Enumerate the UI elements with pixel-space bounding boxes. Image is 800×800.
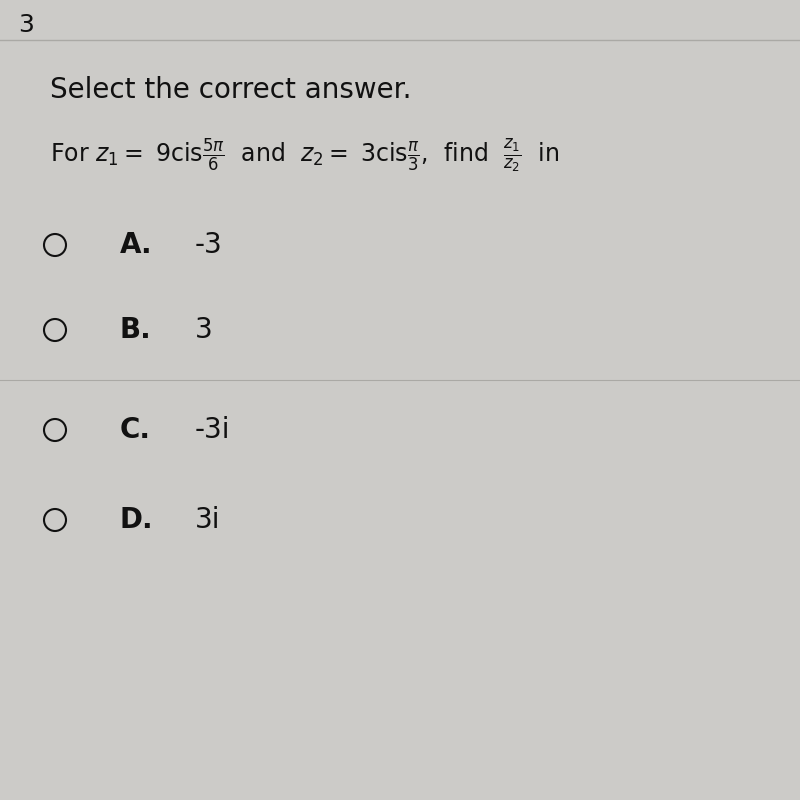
Text: -3: -3 [195,231,222,259]
Text: Select the correct answer.: Select the correct answer. [50,76,411,104]
Text: 3: 3 [195,316,213,344]
Text: D.: D. [120,506,154,534]
Text: 3: 3 [18,13,34,37]
Text: B.: B. [120,316,152,344]
Text: 3i: 3i [195,506,221,534]
Text: C.: C. [120,416,151,444]
Text: A.: A. [120,231,153,259]
Text: -3i: -3i [195,416,230,444]
Text: For $z_1 = $ 9cis$\frac{5\pi}{6}$  and  $z_2 = $ 3cis$\frac{\pi}{3}$,  find  $\f: For $z_1 = $ 9cis$\frac{5\pi}{6}$ and $z… [50,136,559,174]
